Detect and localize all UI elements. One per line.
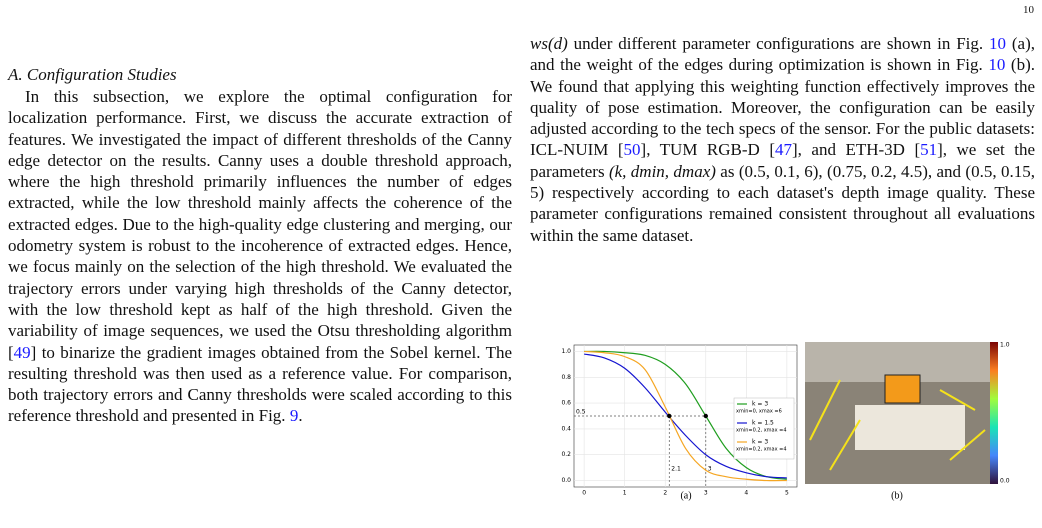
y-tick-label: 0.6 (561, 400, 571, 407)
x-tick-label: 2 (663, 490, 667, 497)
text-run: ], TUM RGB-D [ (640, 140, 775, 160)
colorbar-label: 0.0 (1000, 478, 1010, 485)
text-run: as (0.5, 0.1, 6), (0.75, 0.2, 4.5), and … (530, 161, 1035, 245)
legend-params: xmin=0, xmax =6 (736, 409, 782, 415)
left-column: A. Configuration Studies In this subsect… (8, 64, 512, 427)
annotation: 3 (708, 466, 712, 473)
math: ws(d) (530, 34, 568, 53)
annotation: 2.1 (671, 466, 681, 473)
caption: (b) (891, 490, 903, 501)
legend-params: xmin=0.2, xmax =4 (736, 428, 787, 434)
photo-table (855, 405, 965, 450)
text-run: In this subsection, we explore the optim… (8, 87, 512, 362)
colorbar-label: 1.0 (1000, 342, 1010, 349)
text-run: ], we set the parameters (530, 140, 1036, 181)
marker-dot (703, 413, 708, 419)
x-tick-label: 5 (785, 490, 789, 497)
reference[interactable]: 50 (623, 140, 641, 160)
reference[interactable]: 49 (13, 342, 31, 362)
series-line (584, 353, 787, 479)
annotation: 0.5 (576, 409, 586, 416)
legend-label: k = 3 (752, 439, 768, 446)
y-tick-label: 0.8 (561, 374, 571, 381)
paragraph: In this subsection, we explore the optim… (8, 86, 512, 427)
y-tick-label: 0.2 (561, 451, 571, 458)
legend (733, 397, 795, 460)
y-tick-label: 1.0 (561, 348, 571, 355)
paragraph: ws(d) under different parameter configur… (530, 33, 1035, 246)
marker-dot (667, 413, 672, 419)
reference[interactable]: 51 (920, 140, 938, 160)
text-run: ] to binarize the gradient images obtain… (8, 342, 512, 426)
y-tick-label: 0.4 (561, 425, 571, 432)
photo-edges (809, 379, 986, 471)
series-line (584, 350, 787, 480)
reference[interactable]: 10 (988, 55, 1006, 75)
section-heading: A. Configuration Studies (8, 65, 177, 84)
x-tick-label: 0 (582, 490, 586, 497)
math: (k, dmin, dmax) (608, 161, 716, 181)
legend-label: k = 3 (752, 401, 768, 408)
x-tick-label: 4 (744, 490, 748, 497)
colorbar (990, 342, 998, 484)
text-run: . (298, 406, 303, 426)
reference[interactable]: 9 (289, 406, 299, 426)
text-run: ], and ETH-3D [ (792, 140, 921, 160)
page-number: 10 (1023, 4, 1034, 16)
series-line (584, 350, 787, 482)
text-run: (b). We found that applying this weighti… (530, 55, 1035, 160)
reference[interactable]: 47 (775, 140, 792, 160)
right-column: ws(d) under different parameter configur… (530, 33, 1035, 246)
y-tick-label: 0.0 (561, 477, 571, 484)
x-tick-label: 3 (704, 490, 708, 497)
reference[interactable]: 10 (989, 34, 1006, 53)
text-run: (a), and the weight of the edges during … (530, 34, 1035, 75)
text-run: under different parameter configurations… (567, 34, 989, 53)
legend-params: xmin=0.2, xmax =4 (736, 447, 787, 453)
x-tick-label: 1 (623, 490, 627, 497)
legend-label: k = 1.5 (752, 420, 774, 427)
photo-object (884, 374, 921, 404)
caption: (a) (680, 490, 691, 501)
